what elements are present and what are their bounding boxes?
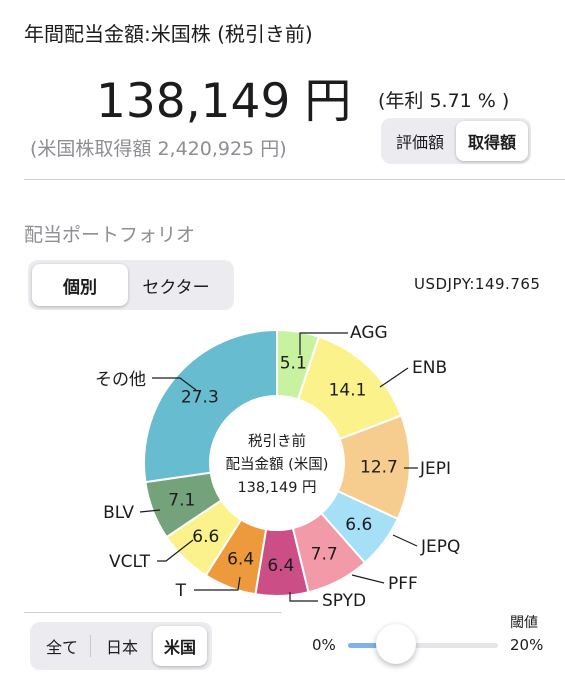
threshold-slider-fill (348, 643, 396, 648)
slice-leader-line (392, 534, 418, 547)
basis-segmented-control: 評価額 取得額 (381, 118, 531, 164)
slice-name-label: JEPQ (420, 537, 460, 557)
slice-name-label: VCLT (109, 552, 151, 572)
slice-value-label: 6.6 (192, 527, 219, 547)
chart-center-line-3: 138,149 円 (237, 480, 316, 496)
slice-name-label: ENB (412, 358, 447, 378)
slice-name-label: SPYD (322, 591, 366, 611)
market-option-us[interactable]: 米国 (153, 626, 207, 666)
slice-value-label: 6.6 (345, 515, 372, 535)
section-title: 配当ポートフォリオ (24, 224, 196, 246)
market-segmented-control: 全て 日本 米国 (30, 622, 212, 670)
acquisition-amount-text: (米国株取得額 2,420,925 円) (30, 138, 287, 160)
slice-value-label: 27.3 (181, 387, 219, 407)
slice-name-label: T (175, 581, 187, 601)
dividend-donut-chart: 5.1 AGG 14.1 ENB 12.7 JEPI 6.6 JEPQ 7.7 PFF 6.4 SPY… (95, 323, 460, 611)
slice-name-label: PFF (388, 574, 418, 594)
slice-value-label: 14.1 (329, 380, 367, 400)
slice-value-label: 6.4 (267, 556, 294, 576)
slice-value-label: 5.1 (280, 353, 307, 373)
market-option-japan[interactable]: 日本 (105, 638, 138, 657)
threshold-min-label: 0% (312, 636, 336, 654)
slice-name-label: AGG (350, 323, 388, 343)
slice-value-label: 12.7 (360, 458, 398, 478)
slice-name-label: BLV (103, 503, 134, 523)
slice-value-label: 7.7 (311, 544, 338, 564)
slice-leader-line (351, 574, 385, 584)
slice-leader-line (157, 539, 194, 562)
footer-divider-left (24, 612, 282, 613)
slice-name-label: その他 (95, 370, 146, 390)
slice-leader-line (139, 509, 161, 513)
view-option-individual[interactable]: 個別 (32, 264, 128, 306)
chart-center-line-2: 配当金額 (米国) (226, 456, 329, 473)
slice-leader-line (379, 367, 409, 388)
slice-name-label: JEPI (419, 459, 451, 479)
chart-center-line-1: 税引き前 (248, 433, 306, 450)
amount-unit: 円 (304, 74, 352, 129)
market-option-all[interactable]: 全て (45, 638, 78, 657)
slice-value-label: 6.4 (227, 549, 254, 569)
donut-slice-その他[interactable] (143, 328, 278, 484)
fx-rate: USDJPY:149.765 (414, 275, 541, 293)
slice-leader-line (299, 332, 348, 355)
basis-option-valuation[interactable]: 評価額 (395, 133, 444, 152)
slice-value-label: 7.1 (168, 491, 195, 511)
threshold-slider-thumb[interactable] (376, 624, 416, 664)
slice-leader-line (152, 377, 197, 391)
view-segmented-control: 個別 セクター (28, 260, 234, 310)
amount-value: 138,149 (96, 74, 291, 129)
basis-option-acquisition[interactable]: 取得額 (456, 121, 528, 161)
annual-dividend-amount: 138,149 円 (96, 62, 351, 131)
segment-separator (90, 635, 91, 657)
slice-leader-line (194, 576, 241, 591)
slice-leader-line (289, 592, 318, 602)
threshold-max-label: 20% (510, 636, 544, 654)
yield-text: (年利 5.71 % ) (378, 90, 510, 112)
view-option-sector[interactable]: セクター (142, 277, 210, 298)
page-title: 年間配当金額:米国株 (税引き前) (24, 22, 313, 46)
threshold-slider-track[interactable] (348, 643, 498, 648)
header-divider (24, 179, 565, 180)
threshold-label: 閾値 (510, 615, 538, 631)
